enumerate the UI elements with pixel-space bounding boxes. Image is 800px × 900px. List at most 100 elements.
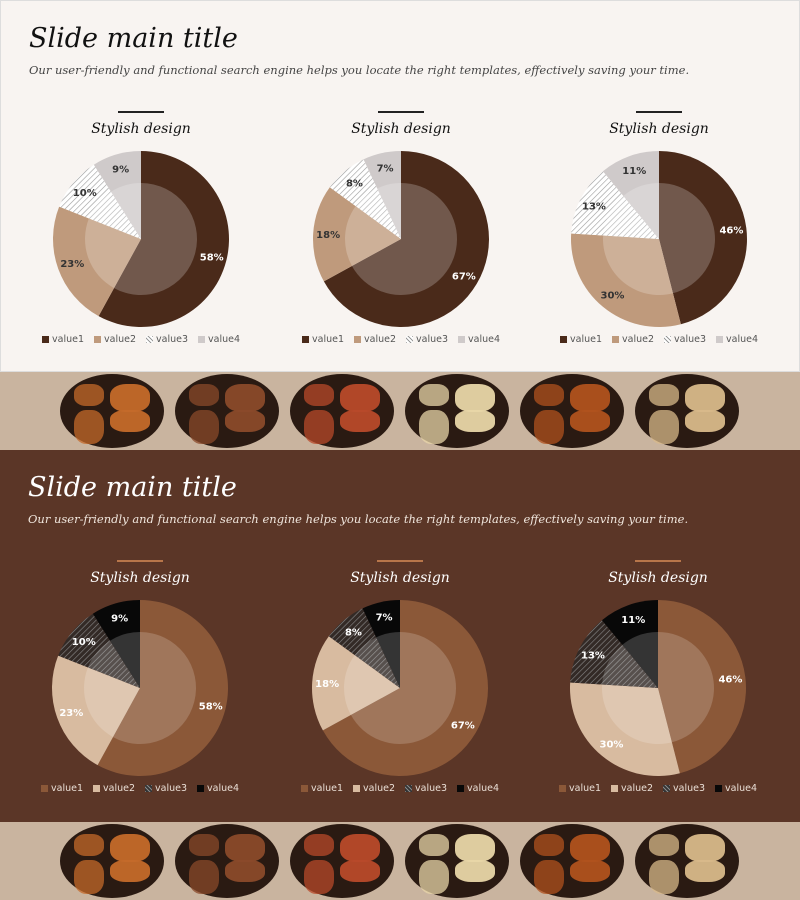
legend-swatch — [93, 785, 100, 792]
pie-slice-value4 — [93, 151, 141, 239]
bowl-mushroom — [520, 374, 624, 448]
pie-svg: 58% 23% 10% 9% — [53, 151, 229, 327]
chart-title: Stylish design — [608, 570, 708, 586]
pie-svg: 67% 18% 8% 7% — [313, 151, 489, 327]
data-label: 58% — [200, 253, 224, 264]
legend-item: value4 — [198, 334, 240, 345]
legend-item: value2 — [611, 783, 653, 794]
pie-slice-value4 — [362, 600, 400, 688]
legend-label: value2 — [363, 783, 395, 794]
legend-swatch — [145, 785, 152, 792]
pie-chart-3: Stylish design 46% 30% 13% 11% value1 value2… — [539, 1, 779, 373]
legend-label: value4 — [208, 334, 240, 345]
herb-piece — [685, 410, 725, 432]
legend-label: value2 — [104, 334, 136, 345]
title-rule — [117, 560, 163, 562]
data-label: 30% — [599, 740, 623, 751]
pie-inner-value1 — [351, 183, 457, 295]
herb-piece — [225, 384, 265, 412]
data-label: 13% — [582, 201, 606, 212]
legend: value1 value2 value3 value4 — [539, 334, 779, 345]
pie-inner-value2 — [344, 655, 400, 715]
bowl-dried-roots — [175, 824, 279, 898]
pie-slice-value1 — [659, 151, 748, 325]
legend-label: value3 — [156, 334, 188, 345]
pie-chart-5: Stylish design 67% 18% 8% 7% value1 value2 va… — [280, 450, 520, 822]
pie-slice-value1 — [323, 151, 489, 327]
data-label: 58% — [199, 702, 223, 713]
bowl-angelica — [60, 824, 164, 898]
herb-piece — [455, 384, 495, 412]
herb-piece — [225, 834, 265, 862]
legend-swatch — [94, 336, 101, 343]
pie-slice-value3 — [571, 171, 659, 239]
data-label: 13% — [581, 650, 605, 661]
legend: value1 value2 value3 value4 — [281, 334, 521, 345]
herb-piece — [649, 834, 679, 856]
title-rule — [377, 560, 423, 562]
pie-inner-value2 — [602, 684, 672, 744]
herb-bowls-strip — [0, 822, 800, 900]
legend-item: value2 — [94, 334, 136, 345]
pie-inner-value2 — [85, 218, 141, 289]
legend: value1 value2 value3 value4 — [20, 783, 260, 794]
legend-item: value1 — [560, 334, 602, 345]
legend-label: value1 — [570, 334, 602, 345]
pie-inner-value1 — [658, 632, 715, 743]
pie-slice-value2 — [53, 206, 141, 317]
herb-piece — [570, 410, 610, 432]
legend-item: value3 — [405, 783, 447, 794]
legend-swatch — [663, 785, 670, 792]
herb-piece — [685, 384, 725, 412]
bowl-sliced-herbs — [290, 374, 394, 448]
legend-item: value4 — [715, 783, 757, 794]
data-label: 8% — [346, 178, 363, 189]
legend-label: value3 — [673, 783, 705, 794]
herb-piece — [534, 860, 564, 894]
herb-piece — [340, 384, 380, 412]
legend-label: value3 — [416, 334, 448, 345]
data-label: 18% — [316, 230, 340, 241]
legend-swatch — [715, 785, 722, 792]
herb-piece — [110, 834, 150, 862]
legend-item: value3 — [145, 783, 187, 794]
legend-item: value1 — [42, 334, 84, 345]
herb-piece — [225, 860, 265, 882]
herb-piece — [189, 410, 219, 444]
legend-item: value4 — [716, 334, 758, 345]
pie-inner-value4 — [377, 183, 401, 239]
herb-piece — [685, 834, 725, 862]
pie-inner-value2 — [603, 235, 673, 295]
pie-slice-value2 — [570, 682, 680, 776]
title-rule — [378, 111, 424, 113]
legend-item: value2 — [354, 334, 396, 345]
herb-piece — [74, 860, 104, 894]
pie-inner-value3 — [88, 191, 141, 239]
legend-swatch — [611, 785, 618, 792]
herb-piece — [649, 384, 679, 406]
herb-piece — [340, 834, 380, 862]
legend-label: value3 — [155, 783, 187, 794]
legend-swatch — [302, 336, 309, 343]
pie-inner-value4 — [110, 183, 141, 239]
legend: value1 value2 value3 value4 — [280, 783, 520, 794]
legend-item: value3 — [406, 334, 448, 345]
legend-label: value4 — [725, 783, 757, 794]
legend: value1 value2 value3 value4 — [538, 783, 778, 794]
herb-piece — [189, 860, 219, 894]
legend-label: value1 — [311, 783, 343, 794]
slide-subtitle: Our user-friendly and functional search … — [29, 63, 690, 77]
legend-item: value1 — [41, 783, 83, 794]
pie-inner-value4 — [109, 632, 140, 688]
legend-label: value4 — [207, 783, 239, 794]
herb-piece — [304, 410, 334, 444]
bowl-dried-roots — [175, 374, 279, 448]
pie-inner-value1 — [113, 632, 196, 744]
legend-item: value2 — [353, 783, 395, 794]
legend-swatch — [406, 336, 413, 343]
legend-item: value3 — [146, 334, 188, 345]
herb-piece — [570, 860, 610, 882]
herb-piece — [225, 410, 265, 432]
legend-label: value2 — [103, 783, 135, 794]
pie-slice-value3 — [329, 159, 401, 239]
